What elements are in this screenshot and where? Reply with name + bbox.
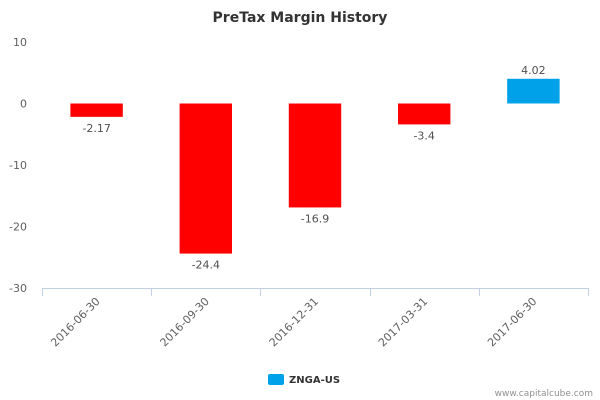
credit-text[interactable]: www.capitalcube.com bbox=[495, 389, 593, 399]
plot-area: 10 0 -10 -20 -30 -2.17 2016-06-30 -24.4 2016-09-… bbox=[9, 36, 589, 349]
bar[interactable] bbox=[507, 78, 560, 104]
legend-label[interactable]: ZNGA-US bbox=[289, 375, 340, 386]
bar[interactable] bbox=[288, 103, 342, 208]
y-tick-label: -20 bbox=[9, 221, 27, 234]
y-tick-label: -30 bbox=[9, 282, 27, 295]
x-tick-label: 2016-12-31 bbox=[267, 295, 321, 349]
y-tick-label: -10 bbox=[9, 159, 27, 172]
x-tick-label: 2017-03-31 bbox=[376, 295, 430, 349]
data-label: 4.02 bbox=[521, 64, 546, 77]
y-tick-label: 10 bbox=[13, 36, 27, 49]
data-label: -2.17 bbox=[82, 122, 110, 135]
data-label: -3.4 bbox=[413, 129, 434, 142]
x-tick-label: 2016-09-30 bbox=[158, 295, 212, 349]
chart-title: PreTax Margin History bbox=[213, 10, 388, 26]
legend-swatch[interactable] bbox=[268, 374, 284, 385]
x-tick-label: 2017-06-30 bbox=[485, 295, 539, 349]
bar[interactable] bbox=[397, 103, 451, 125]
bar[interactable] bbox=[179, 103, 233, 254]
y-tick-label: 0 bbox=[20, 98, 27, 111]
legend[interactable]: ZNGA-US bbox=[268, 374, 340, 386]
data-label: -24.4 bbox=[192, 259, 220, 272]
data-label: -16.9 bbox=[301, 212, 329, 225]
x-tick-label: 2016-06-30 bbox=[48, 295, 102, 349]
bar[interactable] bbox=[70, 103, 123, 117]
